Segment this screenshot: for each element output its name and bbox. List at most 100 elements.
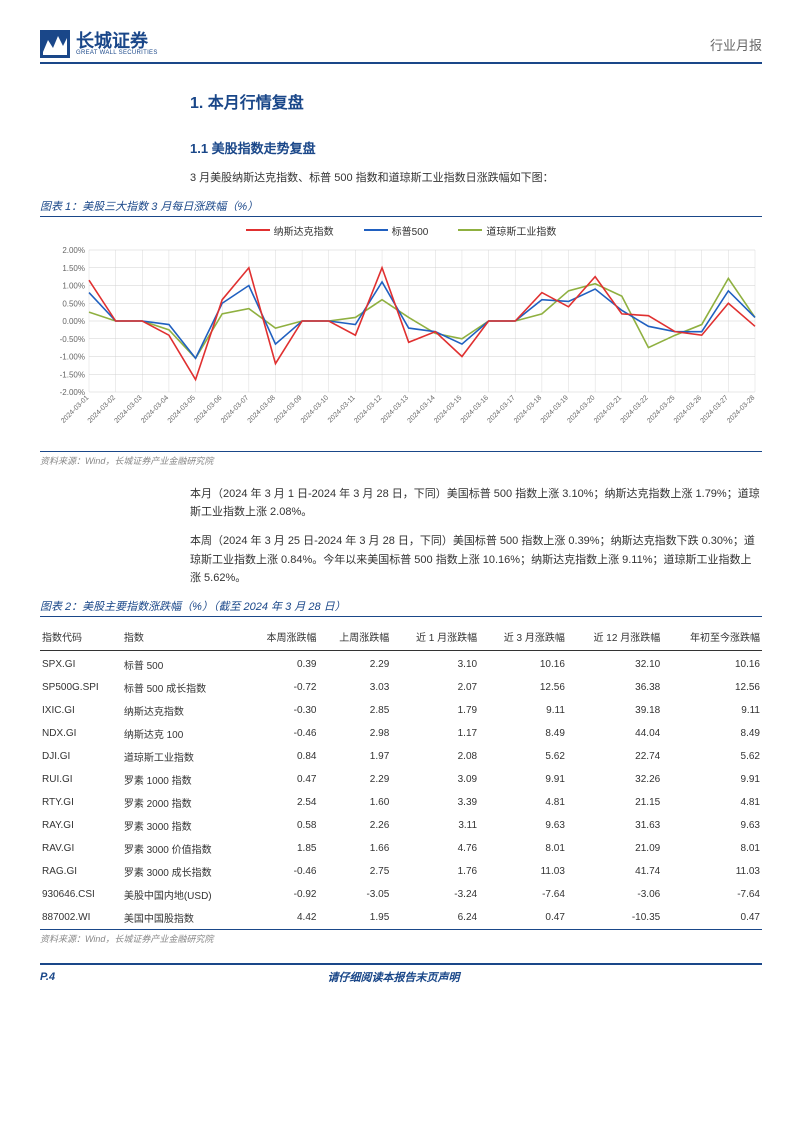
table-cell: 0.84 — [246, 745, 319, 768]
table-header: 近 3 月涨跌幅 — [479, 623, 567, 651]
table-header: 年初至今涨跌幅 — [662, 623, 762, 651]
svg-text:-1.00%: -1.00% — [60, 352, 85, 361]
index-table: 指数代码指数本周涨跌幅上周涨跌幅近 1 月涨跌幅近 3 月涨跌幅近 12 月涨跌… — [40, 623, 762, 929]
table-cell: 道琼斯工业指数 — [122, 745, 246, 768]
table-cell: 1.85 — [246, 837, 319, 860]
table-row: 930646.CSI美股中国内地(USD)-0.92-3.05-3.24-7.6… — [40, 883, 762, 906]
table-cell: 1.17 — [391, 722, 479, 745]
page-footer: P.4 请仔细阅读本报告末页声明 — [40, 963, 762, 985]
table-row: NDX.GI纳斯达克 100-0.462.981.178.4944.048.49 — [40, 722, 762, 745]
legend-item: 纳斯达克指数 — [246, 223, 334, 238]
table-row: RAY.GI罗素 3000 指数0.582.263.119.6331.639.6… — [40, 814, 762, 837]
table-1-title: 图表 2：美股主要指数涨跌幅（%）（截至 2024 年 3 月 28 日） — [40, 598, 762, 617]
table-cell: 36.38 — [567, 676, 662, 699]
table-cell: -0.92 — [246, 883, 319, 906]
footer-disclaimer: 请仔细阅读本报告末页声明 — [55, 969, 732, 985]
table-cell: RAY.GI — [40, 814, 122, 837]
logo-text-cn: 长城证券 — [76, 32, 158, 50]
table-cell: 6.24 — [391, 906, 479, 929]
chart-1-source: 资料来源：Wind，长城证券产业金融研究院 — [40, 451, 762, 467]
table-cell: 罗素 1000 指数 — [122, 768, 246, 791]
table-cell: RAV.GI — [40, 837, 122, 860]
table-cell: 4.76 — [391, 837, 479, 860]
table-cell: -3.06 — [567, 883, 662, 906]
table-cell: 纳斯达克 100 — [122, 722, 246, 745]
table-cell: 标普 500 — [122, 651, 246, 677]
svg-text:0.50%: 0.50% — [62, 299, 85, 308]
table-cell: 3.09 — [391, 768, 479, 791]
table-cell: 32.26 — [567, 768, 662, 791]
table-header: 近 12 月涨跌幅 — [567, 623, 662, 651]
table-cell: 12.56 — [479, 676, 567, 699]
table-cell: 3.39 — [391, 791, 479, 814]
table-cell: 8.01 — [662, 837, 762, 860]
table-cell: 2.08 — [391, 745, 479, 768]
logo-text-en: GREAT WALL SECURITIES — [76, 50, 158, 56]
table-cell: 9.91 — [662, 768, 762, 791]
table-cell: -3.05 — [318, 883, 391, 906]
svg-text:1.00%: 1.00% — [62, 281, 85, 290]
table-cell: RAG.GI — [40, 860, 122, 883]
table-cell: 纳斯达克指数 — [122, 699, 246, 722]
table-cell: 2.75 — [318, 860, 391, 883]
section-1-title: 1. 本月行情复盘 — [190, 89, 762, 113]
legend-item: 道琼斯工业指数 — [458, 223, 556, 238]
table-cell: 21.09 — [567, 837, 662, 860]
table-cell: 3.10 — [391, 651, 479, 677]
table-cell: 标普 500 成长指数 — [122, 676, 246, 699]
table-cell: 11.03 — [479, 860, 567, 883]
table-cell: 4.81 — [662, 791, 762, 814]
table-cell: -10.35 — [567, 906, 662, 929]
table-cell: 8.01 — [479, 837, 567, 860]
table-cell: 22.74 — [567, 745, 662, 768]
table-cell: 10.16 — [479, 651, 567, 677]
table-cell: 0.58 — [246, 814, 319, 837]
table-cell: SPX.GI — [40, 651, 122, 677]
table-cell: 9.91 — [479, 768, 567, 791]
table-cell: 9.11 — [662, 699, 762, 722]
table-cell: 2.07 — [391, 676, 479, 699]
header-category: 行业月报 — [710, 35, 762, 54]
table-header: 近 1 月涨跌幅 — [391, 623, 479, 651]
table-cell: -0.72 — [246, 676, 319, 699]
table-cell: 8.49 — [662, 722, 762, 745]
table-row: SPX.GI标普 5000.392.293.1010.1632.1010.16 — [40, 651, 762, 677]
table-cell: 0.47 — [662, 906, 762, 929]
table-row: IXIC.GI纳斯达克指数-0.302.851.799.1139.189.11 — [40, 699, 762, 722]
table-cell: 10.16 — [662, 651, 762, 677]
table-cell: DJI.GI — [40, 745, 122, 768]
table-header: 指数 — [122, 623, 246, 651]
table-cell: 0.39 — [246, 651, 319, 677]
table-cell: 9.63 — [479, 814, 567, 837]
chart-1: 纳斯达克指数标普500道琼斯工业指数 -2.00%-1.50%-1.00%-0.… — [40, 223, 762, 449]
table-cell: -0.30 — [246, 699, 319, 722]
table-cell: NDX.GI — [40, 722, 122, 745]
svg-text:-2.00%: -2.00% — [60, 388, 85, 397]
table-cell: -0.46 — [246, 860, 319, 883]
table-cell: 41.74 — [567, 860, 662, 883]
table-cell: 39.18 — [567, 699, 662, 722]
table-cell: RTY.GI — [40, 791, 122, 814]
svg-text:2.00%: 2.00% — [62, 246, 85, 255]
paragraph-1: 3 月美股纳斯达克指数、标普 500 指数和道琼斯工业指数日涨跌幅如下图： — [190, 169, 762, 188]
logo: 长城证券 GREAT WALL SECURITIES — [40, 30, 158, 58]
table-cell: 罗素 3000 指数 — [122, 814, 246, 837]
svg-text:0.00%: 0.00% — [62, 317, 85, 326]
table-cell: 12.56 — [662, 676, 762, 699]
section-1-1-title: 1.1 美股指数走势复盘 — [190, 138, 762, 157]
chart-1-legend: 纳斯达克指数标普500道琼斯工业指数 — [40, 223, 762, 238]
table-cell: -7.64 — [479, 883, 567, 906]
table-cell: 31.63 — [567, 814, 662, 837]
table-header: 指数代码 — [40, 623, 122, 651]
table-cell: 5.62 — [479, 745, 567, 768]
table-row: DJI.GI道琼斯工业指数0.841.972.085.6222.745.62 — [40, 745, 762, 768]
chart-1-title: 图表 1：美股三大指数 3 月每日涨跌幅（%） — [40, 198, 762, 217]
table-cell: 2.85 — [318, 699, 391, 722]
table-row: RAV.GI罗素 3000 价值指数1.851.664.768.0121.098… — [40, 837, 762, 860]
table-row: 887002.WI美国中国股指数4.421.956.240.47-10.350.… — [40, 906, 762, 929]
table-cell: 32.10 — [567, 651, 662, 677]
table-cell: -3.24 — [391, 883, 479, 906]
table-cell: -0.46 — [246, 722, 319, 745]
table-row: RAG.GI罗素 3000 成长指数-0.462.751.7611.0341.7… — [40, 860, 762, 883]
table-cell: 9.11 — [479, 699, 567, 722]
